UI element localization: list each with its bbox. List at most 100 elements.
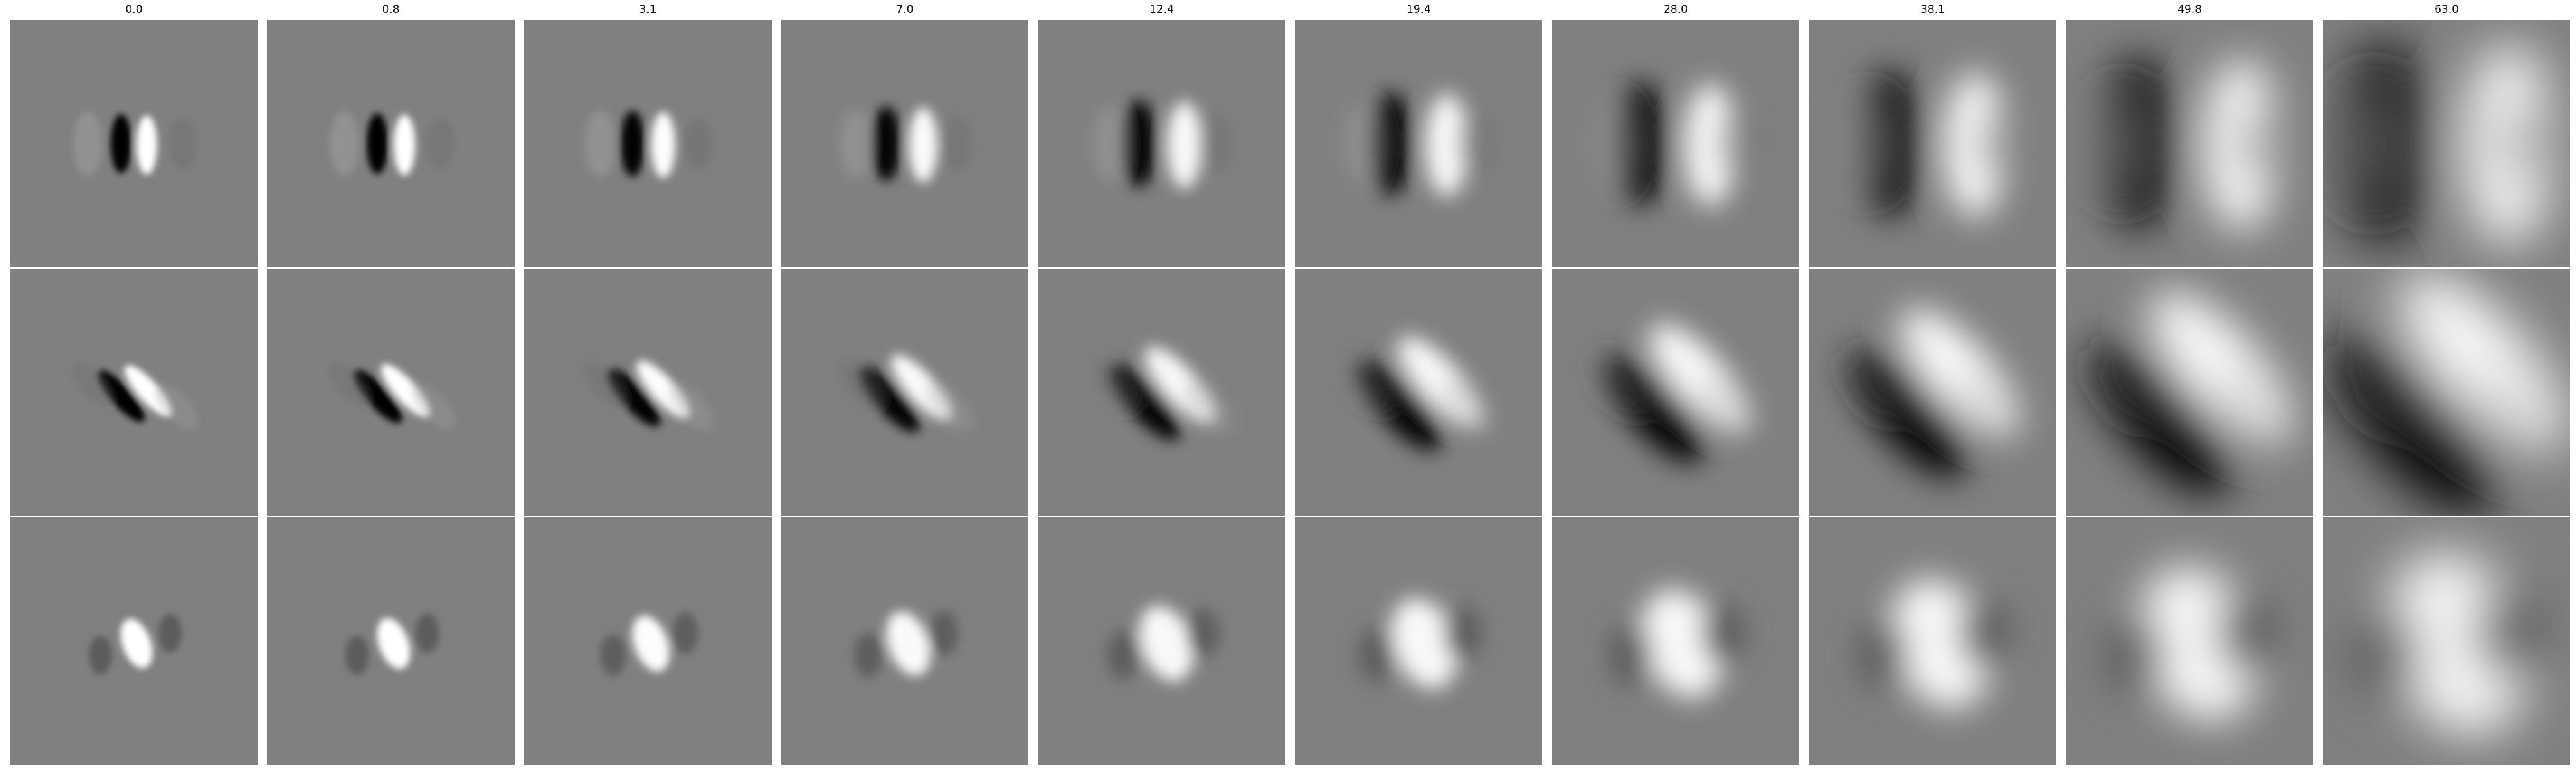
filter-lobe bbox=[137, 115, 157, 175]
panel-background bbox=[10, 269, 258, 516]
filter-lobe bbox=[1093, 106, 1128, 181]
filter-image bbox=[10, 269, 258, 516]
filter-lobe bbox=[71, 361, 114, 408]
column-title: 38.1 bbox=[1920, 3, 1945, 16]
filter-image bbox=[2066, 20, 2313, 267]
filter-lobe bbox=[330, 111, 359, 177]
filter-image bbox=[781, 20, 1028, 267]
filter-lobe bbox=[1345, 104, 1383, 184]
filter-lobe bbox=[1369, 92, 1412, 195]
panel-background bbox=[524, 20, 772, 267]
vertical-odd-filter-panel bbox=[10, 20, 258, 267]
filter-lobe bbox=[353, 370, 402, 423]
filter-image bbox=[1552, 517, 1799, 765]
filter-lobe bbox=[2351, 607, 2422, 703]
filter-image bbox=[1295, 269, 1542, 516]
filter-lobe bbox=[683, 117, 714, 171]
filter-lobe bbox=[909, 107, 938, 183]
filter-image bbox=[524, 269, 772, 516]
filter-image bbox=[1552, 20, 1799, 267]
vertical-odd-filter-panel bbox=[267, 20, 515, 267]
column-title: 7.0 bbox=[896, 3, 914, 16]
diagonal-odd-filter-panel bbox=[267, 269, 515, 516]
column-title: 49.8 bbox=[2177, 3, 2202, 16]
filter-lobe bbox=[1847, 97, 1893, 190]
filter-image bbox=[1809, 517, 2056, 765]
center-blob-filter-panel bbox=[1809, 517, 2056, 765]
filter-lobe bbox=[426, 117, 455, 170]
filter-lobe bbox=[927, 381, 973, 432]
filter-lobe bbox=[1444, 605, 1482, 662]
filter-lobe bbox=[1975, 106, 2021, 181]
filter-image bbox=[2323, 517, 2570, 765]
vertical-odd-filter-panel bbox=[1552, 20, 1799, 267]
panel-background bbox=[524, 269, 772, 516]
panel-background bbox=[1295, 20, 1542, 267]
filter-image bbox=[1038, 269, 1285, 516]
filter-lobe bbox=[1642, 589, 1723, 698]
filter-lobe bbox=[1457, 112, 1495, 175]
diagonal-odd-filter-panel bbox=[1038, 269, 1285, 516]
filter-image bbox=[267, 269, 515, 516]
panel-background bbox=[267, 20, 515, 267]
panel-background bbox=[1552, 269, 1799, 516]
filter-lobe bbox=[2105, 613, 2166, 697]
column-title: 28.0 bbox=[1663, 3, 1688, 16]
diagonal-odd-filter-panel bbox=[781, 269, 1028, 516]
panel-background bbox=[1038, 20, 1285, 267]
filter-lobe bbox=[632, 615, 670, 672]
filter-lobe bbox=[600, 634, 626, 676]
panel-background bbox=[267, 269, 515, 516]
center-blob-filter-panel bbox=[1038, 517, 1285, 765]
filter-image bbox=[10, 517, 258, 765]
filter-image bbox=[267, 517, 515, 765]
diagonal-odd-filter-panel bbox=[524, 269, 772, 516]
diagonal-odd-filter-panel bbox=[10, 269, 258, 516]
filter-image bbox=[781, 269, 1028, 516]
vertical-odd-filter-panel bbox=[2323, 20, 2570, 267]
center-blob-filter-panel bbox=[1552, 517, 1799, 765]
filter-lobe bbox=[585, 110, 616, 177]
filter-image bbox=[1552, 269, 1799, 516]
filter-lobe bbox=[672, 612, 698, 654]
filter-lobe bbox=[1184, 380, 1233, 433]
filter-lobe bbox=[1684, 83, 1737, 207]
filter-lobe bbox=[345, 635, 369, 675]
filter-lobe bbox=[73, 111, 102, 176]
column-title: 63.0 bbox=[2434, 3, 2459, 16]
panel-background bbox=[1809, 269, 2056, 516]
filter-lobe bbox=[1958, 596, 2011, 670]
filter-lobe bbox=[2345, 88, 2402, 199]
filter-lobe bbox=[1596, 354, 1654, 415]
column-title: 3.1 bbox=[639, 3, 657, 16]
filter-lobe bbox=[415, 613, 439, 653]
filter-lobe bbox=[2234, 103, 2286, 184]
column-title: 0.8 bbox=[382, 3, 400, 16]
filter-lobe bbox=[1596, 101, 1638, 186]
filter-lobe bbox=[2494, 99, 2551, 188]
filter-lobe bbox=[929, 611, 958, 656]
filter-lobe bbox=[120, 618, 153, 669]
vertical-odd-filter-panel bbox=[524, 20, 772, 267]
column-title: 19.4 bbox=[1406, 3, 1431, 16]
center-blob-filter-panel bbox=[2323, 517, 2570, 765]
filter-lobe bbox=[1187, 608, 1220, 658]
filter-lobe bbox=[1441, 378, 1495, 435]
filter-lobe bbox=[328, 361, 371, 408]
filter-image bbox=[2066, 517, 2313, 765]
filter-lobe bbox=[1344, 356, 1397, 413]
filter-lobe bbox=[1139, 606, 1193, 682]
panel-background bbox=[10, 20, 258, 267]
panel-background bbox=[781, 20, 1028, 267]
filter-lobe bbox=[97, 370, 145, 423]
filter-image bbox=[2323, 20, 2570, 267]
filter-image bbox=[1295, 517, 1542, 765]
panel-background bbox=[1038, 269, 1285, 516]
vertical-odd-filter-panel bbox=[1809, 20, 2056, 267]
diagonal-odd-filter-panel bbox=[1552, 269, 1799, 516]
filter-image bbox=[1295, 20, 1542, 267]
filter-lobe bbox=[393, 114, 415, 176]
filter-lobe bbox=[1608, 623, 1653, 687]
filter-lobe bbox=[838, 359, 885, 410]
filter-lobe bbox=[1391, 598, 1457, 689]
